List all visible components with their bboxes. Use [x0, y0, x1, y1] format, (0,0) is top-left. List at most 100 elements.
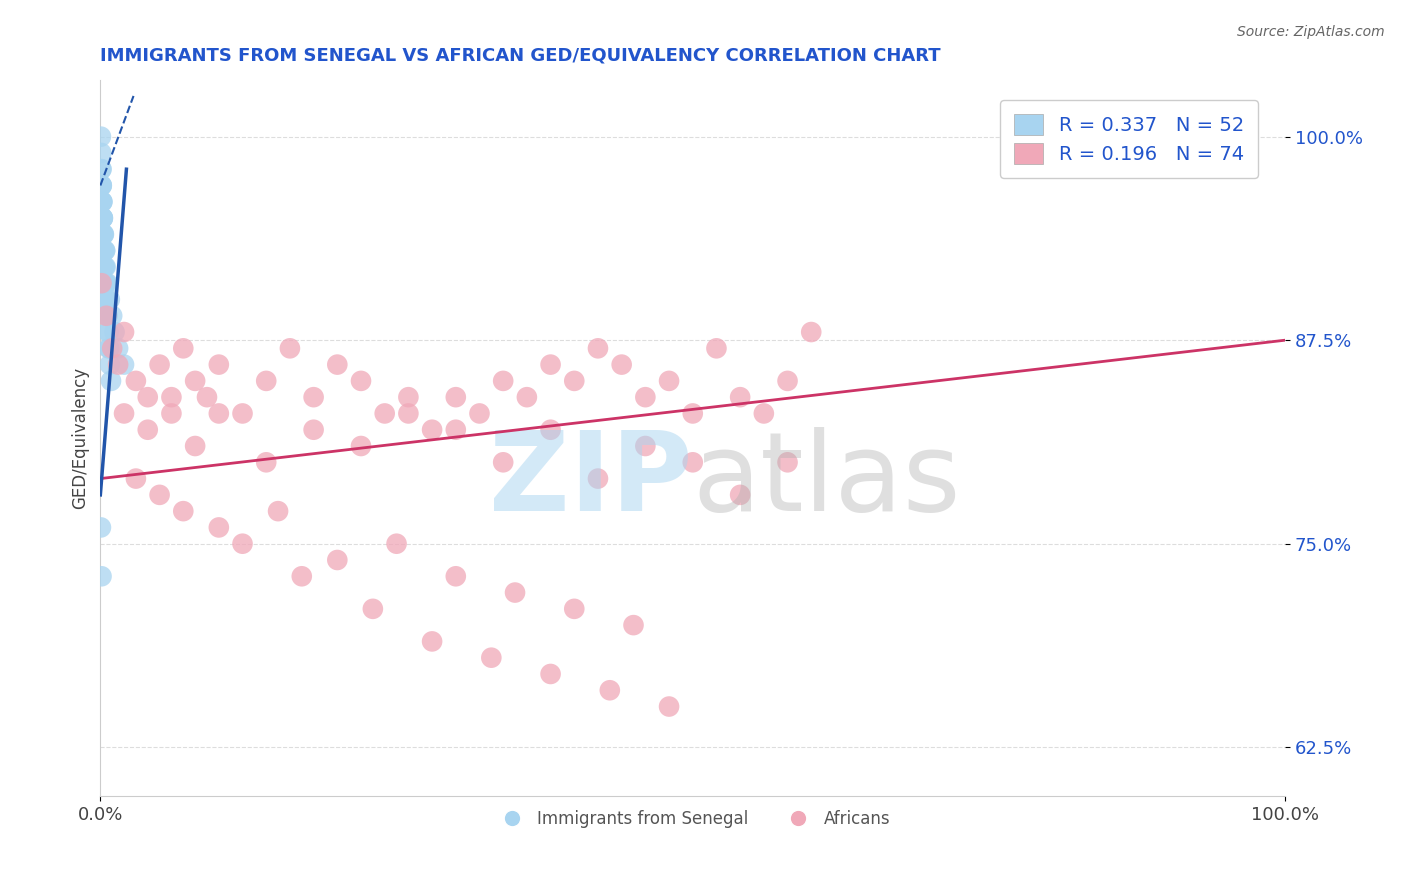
Point — [231, 537, 253, 551]
Point — [503, 585, 526, 599]
Point — [91, 227, 114, 242]
Point — [800, 325, 823, 339]
Point — [562, 602, 585, 616]
Point — [96, 276, 118, 290]
Point — [172, 341, 194, 355]
Point — [492, 455, 515, 469]
Point — [101, 341, 124, 355]
Point — [112, 407, 135, 421]
Point — [96, 309, 118, 323]
Point — [93, 260, 115, 274]
Text: ZIP: ZIP — [489, 427, 693, 534]
Point — [420, 423, 443, 437]
Point — [90, 194, 112, 209]
Point — [90, 276, 112, 290]
Point — [91, 211, 114, 225]
Point — [160, 407, 183, 421]
Point — [492, 374, 515, 388]
Point — [385, 537, 408, 551]
Point — [658, 699, 681, 714]
Point — [93, 227, 115, 242]
Point — [107, 358, 129, 372]
Point — [90, 178, 112, 193]
Point — [125, 472, 148, 486]
Point — [516, 390, 538, 404]
Point — [540, 358, 562, 372]
Point — [267, 504, 290, 518]
Point — [291, 569, 314, 583]
Point — [93, 244, 115, 258]
Point — [254, 374, 277, 388]
Point — [350, 439, 373, 453]
Point — [728, 488, 751, 502]
Point — [96, 309, 118, 323]
Point — [94, 276, 117, 290]
Point — [586, 341, 609, 355]
Point — [634, 439, 657, 453]
Point — [94, 244, 117, 258]
Point — [254, 455, 277, 469]
Point — [94, 276, 117, 290]
Point — [90, 569, 112, 583]
Point — [90, 162, 112, 177]
Text: IMMIGRANTS FROM SENEGAL VS AFRICAN GED/EQUIVALENCY CORRELATION CHART: IMMIGRANTS FROM SENEGAL VS AFRICAN GED/E… — [100, 46, 941, 64]
Point — [94, 293, 117, 307]
Point — [93, 244, 115, 258]
Point — [125, 374, 148, 388]
Point — [623, 618, 645, 632]
Text: Source: ZipAtlas.com: Source: ZipAtlas.com — [1237, 25, 1385, 39]
Point — [706, 341, 728, 355]
Point — [91, 211, 114, 225]
Point — [634, 390, 657, 404]
Point — [91, 194, 114, 209]
Y-axis label: GED/Equivalency: GED/Equivalency — [72, 367, 89, 509]
Point — [94, 260, 117, 274]
Point — [97, 341, 120, 355]
Point — [98, 293, 121, 307]
Point — [93, 260, 115, 274]
Point — [610, 358, 633, 372]
Point — [90, 178, 112, 193]
Point — [96, 293, 118, 307]
Point — [172, 504, 194, 518]
Point — [361, 602, 384, 616]
Point — [100, 374, 122, 388]
Point — [302, 423, 325, 437]
Point — [278, 341, 301, 355]
Point — [776, 374, 799, 388]
Point — [599, 683, 621, 698]
Point — [208, 520, 231, 534]
Point — [136, 423, 159, 437]
Point — [586, 472, 609, 486]
Point — [208, 358, 231, 372]
Point — [96, 276, 118, 290]
Point — [326, 553, 349, 567]
Point — [468, 407, 491, 421]
Point — [776, 455, 799, 469]
Point — [94, 260, 117, 274]
Point — [112, 358, 135, 372]
Point — [93, 227, 115, 242]
Point — [93, 276, 115, 290]
Point — [112, 325, 135, 339]
Point — [107, 341, 129, 355]
Point — [90, 145, 112, 160]
Point — [98, 358, 121, 372]
Point — [658, 374, 681, 388]
Point — [136, 390, 159, 404]
Point — [184, 374, 207, 388]
Point — [90, 129, 112, 144]
Point — [374, 407, 396, 421]
Point — [231, 407, 253, 421]
Point — [90, 178, 112, 193]
Point — [444, 569, 467, 583]
Point — [184, 439, 207, 453]
Point — [149, 488, 172, 502]
Point — [479, 650, 502, 665]
Point — [90, 520, 112, 534]
Point — [540, 423, 562, 437]
Point — [149, 358, 172, 372]
Point — [97, 325, 120, 339]
Point — [682, 407, 704, 421]
Point — [728, 390, 751, 404]
